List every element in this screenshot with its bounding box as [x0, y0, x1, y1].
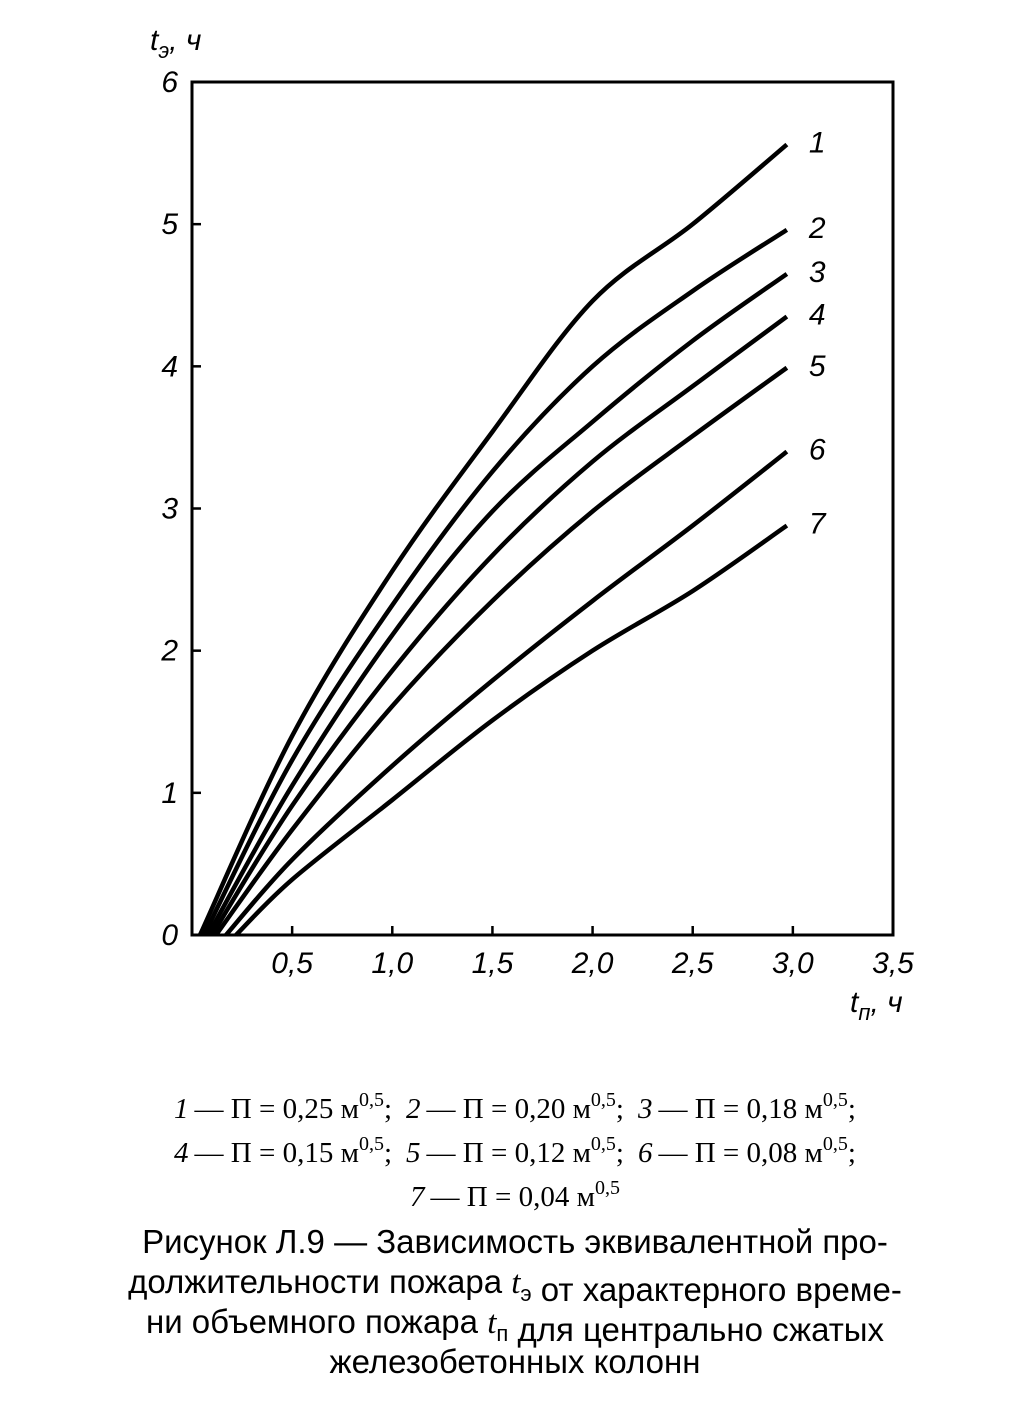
curve-label: 5	[809, 350, 826, 383]
x-label-sub: п	[858, 1000, 870, 1025]
y-tick-label: 2	[160, 635, 178, 668]
curve	[214, 365, 789, 937]
curve-label: 6	[809, 434, 826, 467]
legend-text: — П = 0,20 м	[426, 1093, 591, 1125]
legend-sep: ;	[384, 1093, 392, 1125]
caption-text: ни объемного пожара	[146, 1303, 487, 1340]
legend-sep: ;	[616, 1137, 624, 1169]
x-label-unit: , ч	[870, 986, 902, 1019]
curve	[197, 142, 789, 936]
curve-label: 1	[809, 127, 826, 160]
x-tick-label: 2,0	[571, 947, 614, 980]
x-tick-label: 3,0	[772, 947, 814, 980]
x-label-symbol: t	[850, 986, 860, 1019]
caption-line: ни объемного пожара tп для центрально сж…	[146, 1303, 885, 1348]
curve	[234, 523, 789, 937]
caption-line: Рисунок Л.9 — Зависимость эквивалентной …	[142, 1223, 888, 1260]
x-tick-label: 0,5	[271, 947, 313, 980]
legend-text: — П = 0,18 м	[657, 1093, 822, 1125]
caption-text: должительности пожара	[128, 1263, 511, 1300]
legend-number: 2	[406, 1093, 421, 1125]
legend-text: — П = 0,15 м	[194, 1137, 359, 1169]
curve-label: 4	[809, 299, 826, 332]
legend-number: 5	[406, 1137, 421, 1169]
legend-row: 7— П = 0,04 м0,5	[410, 1177, 620, 1213]
y-tick-label: 0	[161, 919, 178, 952]
legend-sep: ;	[848, 1137, 856, 1169]
caption-sub: п	[496, 1321, 508, 1346]
legend-text: — П = 0,04 м	[430, 1181, 595, 1213]
legend-number: 4	[174, 1137, 189, 1169]
legend-number: 7	[410, 1181, 426, 1213]
x-tick-label: 2,5	[671, 947, 714, 980]
legend-exp: 0,5	[823, 1133, 848, 1155]
legend-exp: 0,5	[359, 1133, 384, 1155]
caption-symbol: t	[487, 1305, 497, 1341]
x-tick-label: 3,5	[872, 947, 914, 980]
x-tick-label: 1,0	[371, 947, 413, 980]
legend-row: 4— П = 0,15 м0,5; 5— П = 0,12 м0,5; 6— П =…	[174, 1133, 856, 1169]
caption-line: должительности пожара tэ от характерного…	[128, 1263, 902, 1308]
y-label-symbol: t	[150, 24, 160, 57]
legend-text: — П = 0,25 м	[194, 1093, 359, 1125]
legend-exp: 0,5	[823, 1089, 848, 1111]
legend-sep: ;	[848, 1093, 856, 1125]
legend-exp: 0,5	[359, 1089, 384, 1111]
y-label-unit: , ч	[169, 24, 201, 57]
legend-exp: 0,5	[591, 1089, 616, 1111]
caption-text: Рисунок Л.9 — Зависимость эквивалентной …	[142, 1223, 888, 1260]
curve	[210, 314, 789, 937]
legend-sep: ;	[616, 1093, 624, 1125]
y-label-sub: э	[158, 38, 169, 63]
curve	[224, 449, 789, 937]
y-tick-label: 6	[161, 66, 178, 99]
legend-exp: 0,5	[595, 1177, 620, 1199]
x-axis-label: tп, ч	[850, 986, 903, 1025]
caption-text: от характерного време-	[532, 1271, 902, 1308]
caption-sub: э	[520, 1281, 531, 1306]
legend-exp: 0,5	[591, 1133, 616, 1155]
caption-symbol: t	[511, 1265, 521, 1301]
y-tick-label: 4	[161, 350, 178, 383]
y-tick-label: 5	[161, 208, 178, 241]
legend-row: 1— П = 0,25 м0,5; 2— П = 0,20 м0,5; 3— П =…	[174, 1089, 856, 1125]
caption-line: железобетонных колонн	[330, 1343, 701, 1380]
curve-label: 7	[809, 508, 827, 541]
legend-number: 3	[637, 1093, 653, 1125]
legend-sep: ;	[384, 1137, 392, 1169]
caption-text: для центрально сжатых	[508, 1311, 884, 1348]
y-axis-label: tэ, ч	[150, 24, 201, 63]
y-tick-label: 1	[161, 777, 178, 810]
legend-number: 1	[174, 1093, 189, 1125]
curve-label: 2	[808, 212, 826, 245]
y-tick-label: 3	[161, 493, 178, 526]
curve	[206, 272, 789, 937]
legend-text: — П = 0,08 м	[657, 1137, 822, 1169]
legend-number: 6	[638, 1137, 653, 1169]
caption-text: железобетонных колонн	[330, 1343, 701, 1380]
curve-label: 3	[809, 256, 826, 289]
curve	[202, 227, 789, 937]
legend-text: — П = 0,12 м	[426, 1137, 591, 1169]
x-tick-label: 1,5	[472, 947, 514, 980]
